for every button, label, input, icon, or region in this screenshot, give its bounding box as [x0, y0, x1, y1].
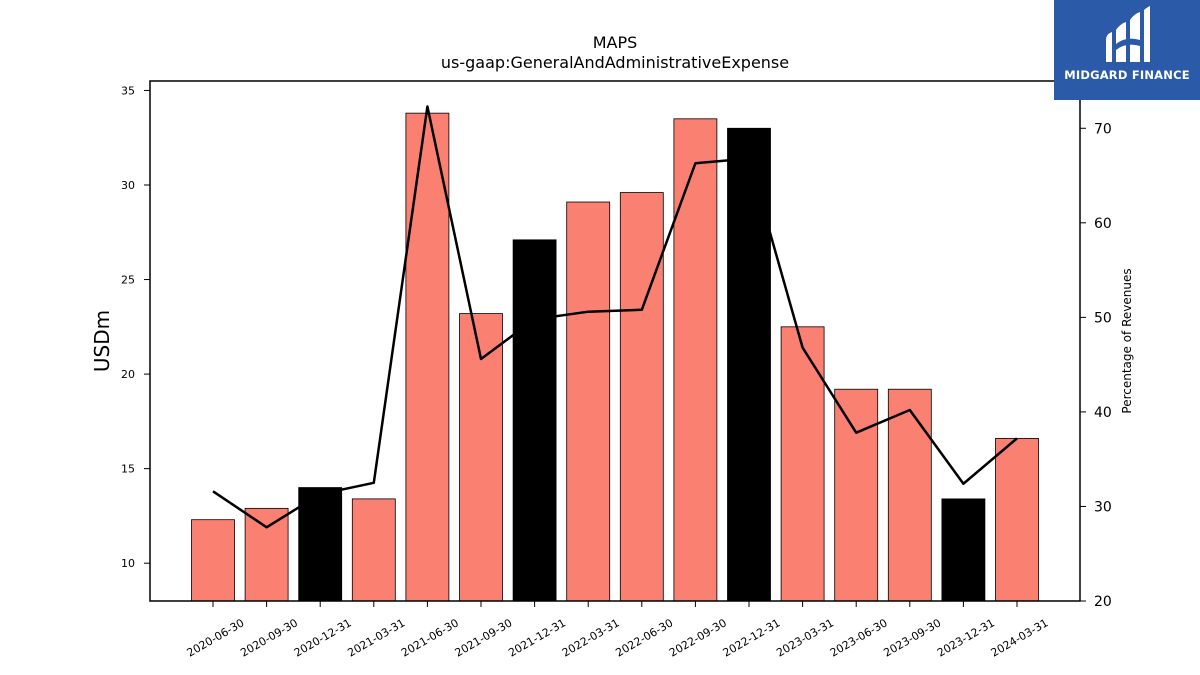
x-tick-label: 2023-03-31: [774, 616, 836, 659]
x-tick-label: 2023-12-31: [935, 616, 997, 659]
bars-layer: [191, 112, 1039, 602]
bar: [351, 498, 396, 602]
x-axis-ticks: 2020-06-302020-09-302020-12-312021-03-31…: [185, 601, 1051, 660]
plot-frame: [149, 80, 1081, 602]
y2-tick-label: 60: [1094, 216, 1112, 232]
bar: [887, 388, 932, 602]
bar: [298, 487, 343, 602]
bar: [244, 507, 289, 602]
x-tick-label: 2022-12-31: [721, 616, 783, 659]
y-tick-label: 35: [121, 84, 135, 97]
y-tick-label: 30: [121, 179, 135, 192]
y-tick-label: 10: [121, 557, 135, 570]
bar: [512, 239, 557, 602]
midgard-finance-logo: MIDGARD FINANCE: [1054, 0, 1200, 100]
bar: [405, 112, 450, 602]
y2-tick-label: 70: [1094, 121, 1112, 137]
x-tick-label: 2023-09-30: [881, 616, 943, 659]
y-tick-label: 20: [121, 368, 135, 381]
x-tick-label: 2020-06-30: [185, 616, 247, 659]
chart-title: MAPS: [593, 33, 638, 52]
bar: [191, 519, 235, 602]
y2-tick-label: 40: [1094, 405, 1112, 421]
bar: [673, 118, 718, 602]
bar: [834, 388, 879, 602]
y2-tick-label: 20: [1094, 594, 1112, 610]
x-tick-label: 2020-12-31: [292, 616, 354, 659]
left-axis-ticks: 10 15 20 25 30 35: [121, 84, 150, 570]
percentage-line: [212, 105, 1018, 529]
logo-mark-icon: [1106, 6, 1150, 62]
x-tick-label: 2021-09-30: [453, 616, 515, 659]
bar: [727, 127, 771, 602]
bar: [619, 192, 664, 602]
y-tick-label: 25: [121, 274, 135, 287]
y2-tick-label: 50: [1094, 310, 1112, 326]
x-tick-label: 2022-03-31: [560, 616, 622, 659]
x-tick-label: 2022-06-30: [613, 616, 675, 659]
y-axis-label: USDm: [90, 310, 114, 372]
x-tick-label: 2023-06-30: [828, 616, 890, 659]
logo-text: MIDGARD FINANCE: [1064, 68, 1190, 82]
bar: [995, 437, 1039, 602]
bar: [941, 498, 986, 602]
y2-axis-label: Percentage of Revenues: [1120, 268, 1134, 413]
x-tick-label: 2021-12-31: [506, 616, 568, 659]
y2-tick-label: 30: [1094, 499, 1112, 515]
x-tick-label: 2020-09-30: [238, 616, 300, 659]
bar: [566, 201, 611, 602]
y-tick-label: 15: [121, 463, 135, 476]
x-tick-label: 2022-09-30: [667, 616, 729, 659]
x-tick-label: 2024-03-31: [989, 616, 1051, 659]
x-tick-label: 2021-03-31: [345, 616, 407, 659]
bar: [780, 326, 825, 602]
right-axis-ticks: 20 30 40 50 60 70: [1080, 121, 1112, 610]
bar: [459, 313, 503, 602]
chart-subtitle: us-gaap:GeneralAndAdministrativeExpense: [441, 53, 789, 72]
x-tick-label: 2021-06-30: [399, 616, 461, 659]
